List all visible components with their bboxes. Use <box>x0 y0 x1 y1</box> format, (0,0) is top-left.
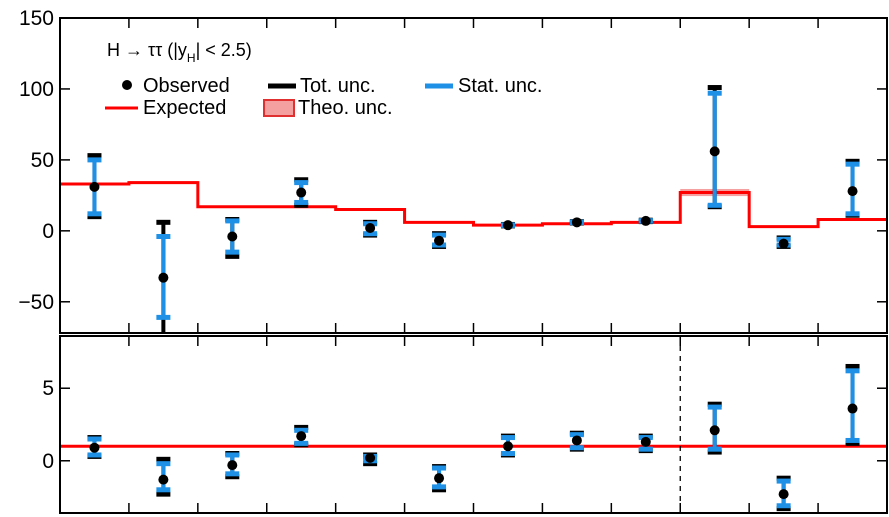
expected-line <box>60 181 887 229</box>
legend-expected-label: Expected <box>143 97 226 119</box>
observed-point-lower-4 <box>365 452 376 463</box>
lower-frame <box>59 335 888 514</box>
observed-point-lower-3 <box>296 431 307 442</box>
legend-title: H → ττ (|yH| < 2.5) <box>107 40 252 65</box>
observed-point-lower-11 <box>847 403 858 414</box>
observed-point-lower-7 <box>571 435 582 446</box>
legend-observed-label: Observed <box>143 75 230 97</box>
upper-panel: −50 0 50 100 150 <box>18 7 888 334</box>
observed-point-upper-0 <box>89 181 100 192</box>
observed-point-upper-2 <box>227 231 238 242</box>
upper-frame <box>59 17 888 334</box>
observed-point-upper-4 <box>365 223 376 233</box>
observed-point-upper-3 <box>296 187 307 198</box>
legend-observed-marker <box>122 80 132 90</box>
ytick-label-upper-0: −50 <box>18 291 54 314</box>
observed-point-upper-6 <box>502 220 513 231</box>
observed-point-lower-8 <box>640 436 651 447</box>
observed-point-lower-1 <box>158 474 169 485</box>
legend-theo-marker <box>263 99 295 117</box>
legend-tot-label: Tot. unc. <box>300 75 376 97</box>
observed-point-upper-11 <box>847 186 858 197</box>
ytick-label-lower-1: 5 <box>42 377 54 400</box>
legend: H → ττ (|yH| < 2.5) Observed Tot. unc. S… <box>105 40 543 119</box>
observed-point-upper-8 <box>640 215 651 226</box>
upper-plot-area <box>60 85 887 333</box>
observed-point-lower-9 <box>709 425 720 436</box>
lower-plot-area <box>60 336 887 513</box>
observed-point-upper-7 <box>571 217 582 228</box>
lower-panel: 05 <box>42 335 888 514</box>
ytick-label-upper-3: 100 <box>19 78 54 101</box>
observed-point-lower-5 <box>434 473 445 484</box>
legend-stat-label: Stat. unc. <box>458 75 543 97</box>
observed-point-upper-1 <box>158 272 169 283</box>
observed-point-lower-6 <box>502 441 513 452</box>
observed-point-upper-9 <box>709 146 720 157</box>
observed-point-lower-0 <box>89 442 100 453</box>
ytick-label-upper-1: 0 <box>42 220 54 243</box>
ytick-label-upper-2: 50 <box>31 149 54 172</box>
observed-point-upper-10 <box>778 238 789 249</box>
ytick-label-lower-0: 0 <box>42 450 54 473</box>
observed-point-lower-10 <box>778 489 789 500</box>
ytick-label-upper-4: 150 <box>19 7 54 30</box>
observed-point-lower-2 <box>227 460 238 471</box>
legend-theo-label: Theo. unc. <box>298 97 393 119</box>
observed-point-upper-5 <box>434 235 445 246</box>
